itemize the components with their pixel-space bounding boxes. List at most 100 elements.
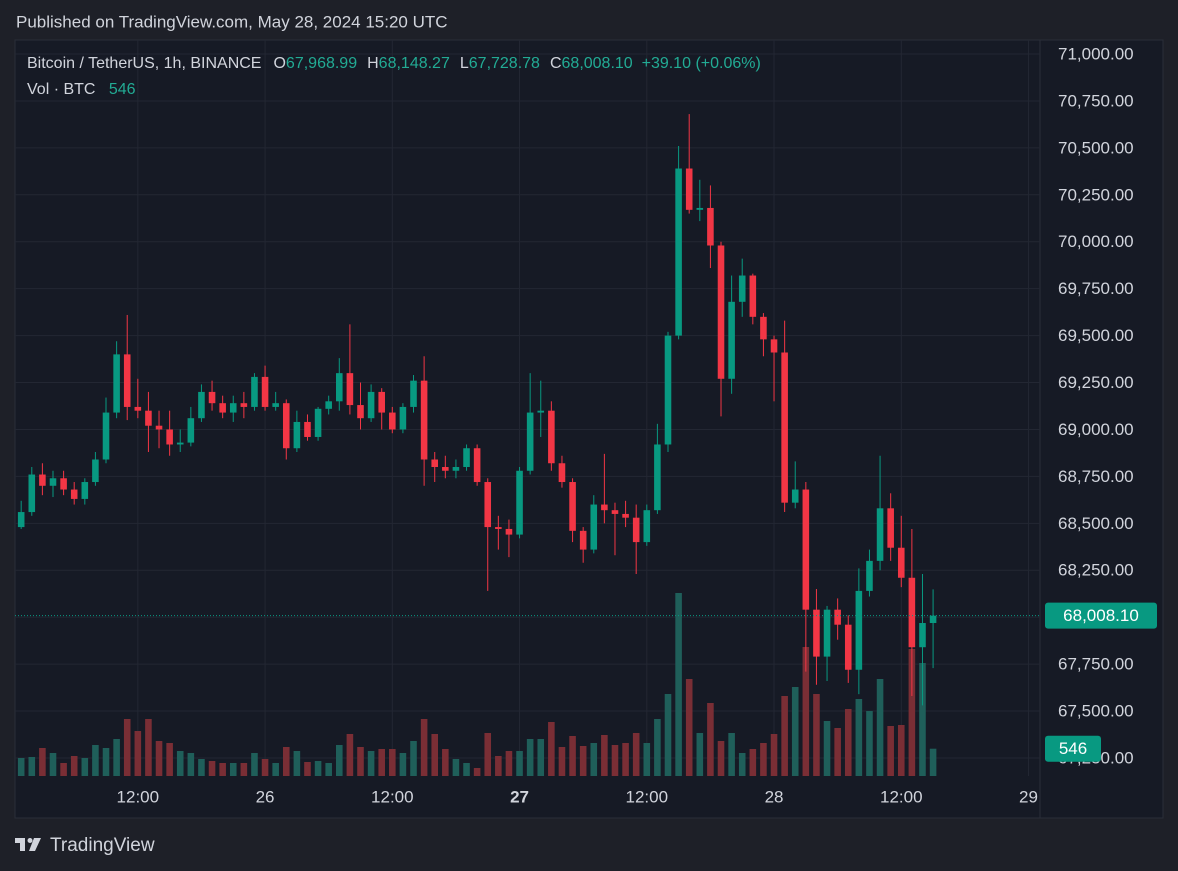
volume-bar — [558, 747, 566, 776]
volume-bar — [314, 761, 322, 776]
volume-bar — [897, 725, 905, 776]
candle-body — [113, 354, 120, 413]
volume-bars — [17, 593, 937, 776]
field-key: L — [459, 55, 469, 72]
volume-bar — [229, 763, 237, 776]
y-tick-label: 70,750.00 — [1058, 91, 1134, 110]
volume-bar — [537, 739, 545, 776]
y-tick-label: 71,000.00 — [1058, 44, 1134, 63]
volume-bar — [410, 741, 417, 776]
y-tick-label: 68,250.00 — [1058, 561, 1134, 580]
field-value: 67,968.99 — [285, 55, 358, 72]
volume-bar — [187, 753, 195, 776]
published-note: Published on TradingView.com, May 28, 20… — [16, 12, 448, 31]
volume-bar — [855, 699, 863, 776]
volume-bar — [81, 758, 89, 776]
volume-bar — [198, 759, 205, 776]
volume-bar — [17, 758, 25, 776]
candle-body — [495, 527, 502, 529]
candle-body — [654, 444, 661, 511]
candle-body — [866, 560, 873, 591]
field-value: 68,148.27 — [378, 55, 450, 72]
candle-body — [611, 510, 619, 514]
candle-body — [81, 482, 89, 499]
volume-bar — [420, 719, 428, 776]
candle-body — [473, 448, 481, 483]
volume-bar — [272, 763, 279, 776]
candle-body — [336, 373, 343, 402]
candle-body — [282, 403, 290, 449]
volume-bar — [463, 763, 470, 776]
candle-body — [70, 489, 78, 499]
volume-bar — [569, 736, 576, 776]
volume-bar — [728, 733, 735, 776]
volume-bar — [389, 749, 396, 776]
volume-bar — [293, 751, 301, 776]
volume-bar — [70, 756, 78, 776]
candle-body — [187, 418, 195, 443]
candle-body — [908, 577, 916, 648]
volume-bar — [92, 745, 99, 776]
y-tick-label: 70,500.00 — [1058, 138, 1134, 157]
x-tick-label: 12:00 — [117, 787, 160, 806]
change: +39.10 — [641, 55, 691, 72]
candle-body — [876, 508, 884, 561]
volume-bar — [49, 753, 57, 776]
candle-body — [17, 512, 25, 528]
candle-body — [632, 517, 640, 543]
volume-bar — [357, 747, 364, 776]
candle-body — [357, 405, 364, 419]
candle-body — [664, 335, 672, 445]
change-pct: (+0.06%) — [695, 55, 761, 72]
candle-body — [102, 412, 110, 460]
candle-body — [463, 448, 470, 468]
volume-bar — [919, 663, 926, 776]
volume-bar — [813, 694, 820, 776]
volume-bar — [166, 743, 173, 776]
volume-bar — [548, 722, 555, 776]
ohlc-legend: Bitcoin / TetherUS, 1h, BINANCE O67,968.9… — [27, 55, 761, 73]
field-value: 68,008.10 — [561, 55, 633, 72]
candle-body — [537, 410, 545, 413]
y-tick-label: 68,500.00 — [1058, 514, 1134, 533]
volume-bar — [749, 749, 757, 776]
y-tick-label: 69,250.00 — [1058, 373, 1134, 392]
volume-bar — [844, 709, 852, 776]
volume-bar — [590, 743, 598, 776]
candle-body — [770, 339, 778, 353]
volume-bar — [39, 748, 46, 776]
volume-bar — [760, 743, 767, 776]
candle-body — [897, 547, 905, 578]
volume-bar — [346, 734, 354, 776]
candle-body — [579, 530, 587, 550]
candle-body — [145, 410, 152, 426]
candle-body — [844, 624, 852, 670]
candle-body — [346, 373, 354, 406]
candle-body — [251, 376, 258, 407]
candle-body — [929, 615, 937, 624]
volume-bar — [452, 759, 460, 776]
candle-body — [685, 168, 693, 210]
candle-body — [229, 403, 237, 413]
volume-bar — [664, 694, 672, 776]
brand-name: TradingView — [50, 835, 155, 856]
volume-bar — [431, 734, 439, 776]
candle-body — [728, 301, 735, 379]
candle-body — [516, 470, 523, 535]
y-tick-label: 68,750.00 — [1058, 467, 1134, 486]
y-tick-label: 67,500.00 — [1058, 702, 1134, 721]
y-tick-label: 70,000.00 — [1058, 232, 1134, 251]
x-tick-label: 12:00 — [626, 787, 669, 806]
last-price-badge — [1045, 602, 1157, 629]
x-tick-label: 28 — [765, 787, 784, 806]
candle-body — [760, 316, 767, 340]
volume-name: Vol · BTC — [27, 81, 96, 98]
volume-bar — [60, 763, 67, 776]
volume-badge — [1045, 735, 1101, 762]
volume-bar — [208, 761, 216, 776]
candle-body — [314, 408, 322, 437]
volume-bar — [28, 757, 36, 776]
candle-body — [558, 463, 566, 483]
volume-bar — [611, 745, 619, 776]
